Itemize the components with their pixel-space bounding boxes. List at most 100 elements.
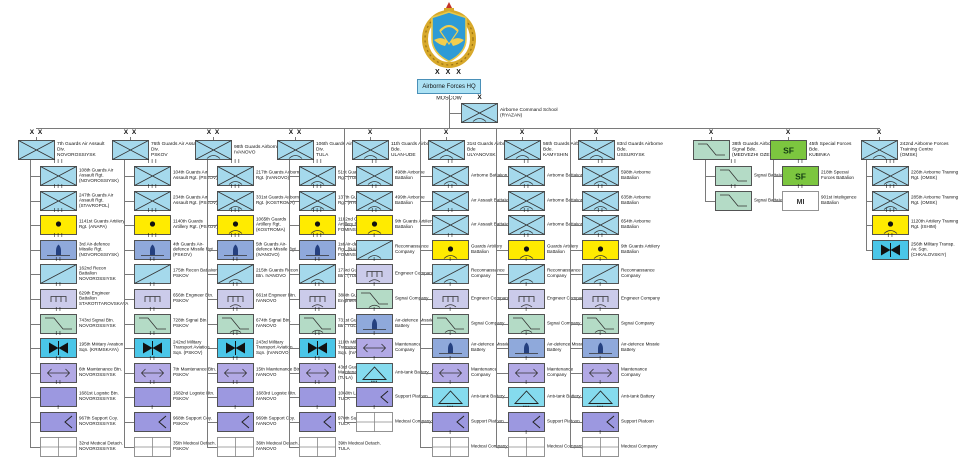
airborne-infantry-icon <box>578 140 615 160</box>
unit-echelon: | | | <box>312 232 323 237</box>
support-icon <box>40 412 77 432</box>
svg-text:MI: MI <box>797 199 805 206</box>
unit-label: Anti-tank Battery <box>395 370 429 375</box>
unit-label: 967th Support Coy. NOVOROSSIYSK <box>79 416 118 427</box>
unit-label: 498th Airborne Battalion <box>395 170 425 181</box>
connector-line <box>420 200 432 202</box>
airborne-recon-icon <box>299 264 336 285</box>
unit-echelon: | | <box>597 208 604 213</box>
air-defence-missile-icon <box>508 338 545 359</box>
unit-echelon: | <box>599 355 602 360</box>
connector-line <box>289 225 299 227</box>
unit-echelon: | | <box>523 183 530 188</box>
column-echelon: X <box>578 128 615 137</box>
connector-line <box>124 372 134 374</box>
connector-line <box>344 348 356 350</box>
airborne-engineer-icon <box>582 289 619 309</box>
connector-line <box>496 128 497 447</box>
unit-echelon: | | | <box>53 208 64 213</box>
connector-line <box>344 323 356 325</box>
military-intelligence-icon: MI <box>782 190 819 211</box>
connector-line <box>773 200 782 202</box>
maintenance-icon <box>40 362 77 383</box>
unit-echelon: ••• <box>523 405 530 410</box>
infantry-icon <box>40 166 77 186</box>
unit-label: Airborne Battalion <box>547 173 584 178</box>
airborne-recon-icon <box>508 264 545 285</box>
unit-label: 285th Airborne Training Rgt. (OMSK) <box>911 195 959 206</box>
connector-line <box>496 397 508 399</box>
airborne-artillery-icon <box>299 215 336 236</box>
engineer-icon <box>40 289 77 309</box>
connector-line <box>207 397 217 399</box>
unit-echelon: | | <box>55 355 62 360</box>
unit-echelon: | <box>599 429 602 434</box>
unit-echelon: | <box>373 257 376 262</box>
support-icon <box>508 412 545 432</box>
artillery-icon <box>134 215 171 236</box>
logistics-icon <box>299 387 336 408</box>
airborne-artillery-icon <box>872 215 909 236</box>
connector-line <box>496 323 508 325</box>
connector-line <box>289 200 299 202</box>
air-defence-missile-icon <box>40 239 77 260</box>
connector-line <box>289 397 299 399</box>
unit-echelon: | | | <box>53 232 64 237</box>
medical-icon <box>508 436 545 457</box>
connector-line <box>496 249 508 251</box>
unit-label: 661st Engineer Btn. IVANOVO <box>256 293 297 304</box>
unit-echelon: | | <box>149 331 156 336</box>
unit-echelon: | | <box>232 282 239 287</box>
anti-tank-icon <box>582 387 619 408</box>
connector-line <box>496 274 508 276</box>
infantry-icon <box>112 140 149 160</box>
unit-label: 234th Guards Air Assault Rgt. (PSKOV) <box>173 195 218 206</box>
unit-echelon: | | <box>314 331 321 336</box>
unit-echelon: | | <box>55 282 62 287</box>
connector-line <box>207 200 217 202</box>
unit-echelon: | <box>599 331 602 336</box>
unit-echelon: | | <box>149 380 156 385</box>
connector-line <box>570 446 582 448</box>
connector-line <box>30 225 40 227</box>
air-defence-missile-icon <box>299 239 336 260</box>
unit-label: Anti-tank Battery <box>471 394 505 400</box>
connector-line <box>866 225 872 227</box>
airborne-infantry-icon <box>504 140 541 160</box>
column-echelon: X <box>693 128 730 137</box>
unit-label: 635th Airborne Battalion <box>621 195 651 206</box>
connector-line <box>866 160 867 250</box>
airborne-signal-icon <box>299 313 336 334</box>
connector-line <box>289 372 299 374</box>
connector-line <box>773 160 774 201</box>
airborne-signal-icon <box>582 313 619 334</box>
medical-icon <box>217 436 254 457</box>
school-label: Airborne Command School (RYAZAN) <box>500 107 558 118</box>
hq-label: Airborne Forces HQ <box>422 83 476 90</box>
unit-label: 5th Guards Air-defence Missile Rgt. (IVA… <box>256 241 298 258</box>
infantry-icon <box>432 190 469 211</box>
connector-line <box>773 176 782 177</box>
connector-line <box>207 160 208 447</box>
unit-label: Airborne Battalion <box>547 222 584 228</box>
unit-label: 39th Medical Detach. TULA <box>338 441 381 452</box>
connector-line <box>207 249 217 251</box>
connector-line <box>30 446 40 448</box>
unit-label: Signal Company <box>395 296 429 301</box>
unit-label: 226th Airborne Training Rgt. (OMSK) <box>911 170 959 181</box>
connector-line <box>289 348 299 350</box>
column-echelon: X <box>352 128 389 137</box>
connector-line <box>866 176 872 177</box>
rotary-aviation-icon <box>299 338 336 359</box>
unit-label: Signal Company <box>547 320 581 326</box>
connector-line <box>570 397 582 399</box>
connector-line <box>30 299 40 300</box>
unit-label: Engineer Company <box>395 271 435 277</box>
unit-echelon: | | <box>447 208 454 213</box>
support-icon <box>356 387 393 408</box>
connector-line <box>420 446 432 448</box>
unit-label: 108th Guards Air Assault Rgt. (NOVOROSSI… <box>79 168 119 184</box>
unit-echelon: | | | <box>230 232 241 237</box>
unit-echelon: | <box>449 355 452 360</box>
unit-label: Engineer Company <box>621 296 661 301</box>
